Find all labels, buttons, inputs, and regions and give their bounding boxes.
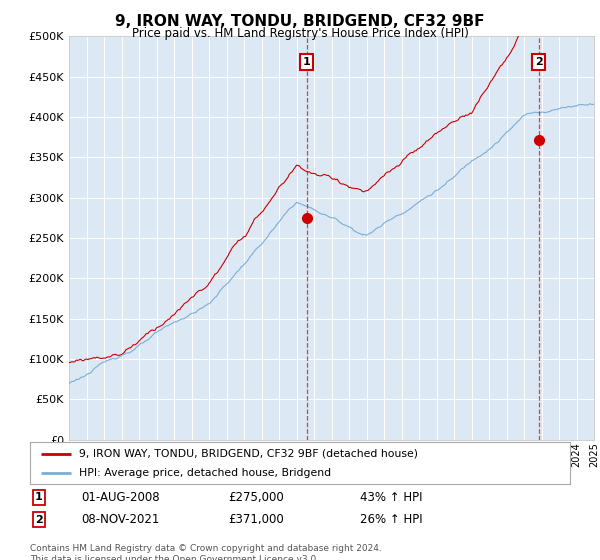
Text: 1: 1 — [303, 57, 311, 67]
Text: Price paid vs. HM Land Registry's House Price Index (HPI): Price paid vs. HM Land Registry's House … — [131, 27, 469, 40]
Text: 01-AUG-2008: 01-AUG-2008 — [81, 491, 160, 504]
Text: HPI: Average price, detached house, Bridgend: HPI: Average price, detached house, Brid… — [79, 468, 331, 478]
Text: 43% ↑ HPI: 43% ↑ HPI — [360, 491, 422, 504]
Text: 2: 2 — [535, 57, 542, 67]
Text: 9, IRON WAY, TONDU, BRIDGEND, CF32 9BF: 9, IRON WAY, TONDU, BRIDGEND, CF32 9BF — [115, 14, 485, 29]
Text: 1: 1 — [35, 492, 43, 502]
Text: 08-NOV-2021: 08-NOV-2021 — [81, 513, 160, 526]
Text: £371,000: £371,000 — [228, 513, 284, 526]
Text: Contains HM Land Registry data © Crown copyright and database right 2024.
This d: Contains HM Land Registry data © Crown c… — [30, 544, 382, 560]
Text: £275,000: £275,000 — [228, 491, 284, 504]
Text: 9, IRON WAY, TONDU, BRIDGEND, CF32 9BF (detached house): 9, IRON WAY, TONDU, BRIDGEND, CF32 9BF (… — [79, 449, 418, 459]
Text: 2: 2 — [35, 515, 43, 525]
Text: 26% ↑ HPI: 26% ↑ HPI — [360, 513, 422, 526]
